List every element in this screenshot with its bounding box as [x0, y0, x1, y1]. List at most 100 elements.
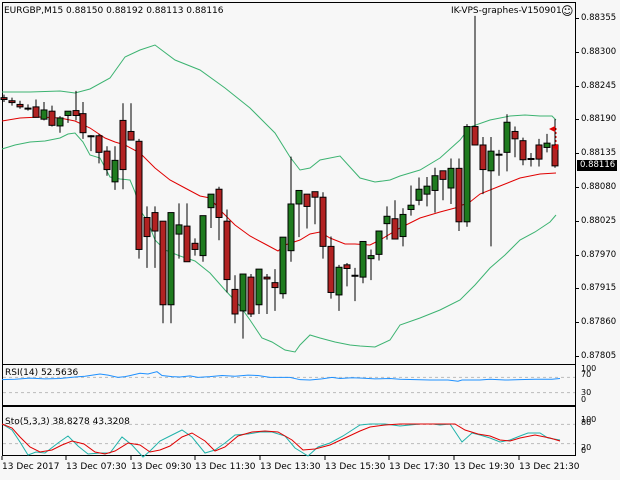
candle-body	[95, 135, 103, 153]
candle-body	[175, 224, 183, 235]
rsi-level-label: 0	[581, 395, 587, 404]
candle-body	[415, 188, 423, 201]
candle-body	[231, 288, 239, 315]
candle-body	[0, 97, 8, 101]
candle-body	[519, 140, 527, 161]
sto-signal-line	[1, 423, 561, 455]
sto-level-label: 20	[581, 443, 592, 452]
candle-body	[423, 185, 431, 195]
time-tick: 13 Dec 09:30	[131, 462, 192, 472]
candle-body	[255, 268, 263, 306]
trade-arrow-icon	[549, 126, 555, 132]
sto-level-label: 80	[581, 418, 592, 427]
sto-label: Sto(5,3,3) 38.8278 43.3208	[5, 417, 130, 427]
sto-level-label: 0	[581, 446, 587, 455]
rsi-level-label: 70	[581, 370, 592, 379]
candle-body	[64, 110, 72, 116]
candle-body	[463, 126, 471, 223]
current-price-tag: 0.88116	[577, 159, 618, 171]
price-tick: 0.88245	[575, 81, 616, 91]
price-tick: 0.87805	[575, 351, 616, 361]
candle-body	[431, 175, 439, 191]
candle-body	[167, 212, 175, 306]
candle-body	[127, 130, 135, 141]
candle-body	[359, 240, 367, 278]
time-tick: 13 Dec 17:30	[389, 462, 450, 472]
rsi-level-label: 100	[581, 364, 597, 373]
price-tick: 0.88025	[575, 216, 616, 226]
candle-body	[343, 264, 351, 270]
price-tick: 0.87915	[575, 283, 616, 293]
candle-body	[247, 276, 255, 315]
candle-body	[103, 150, 111, 171]
sto-main-line	[1, 423, 561, 458]
candle-body	[503, 121, 511, 153]
candle-body	[271, 282, 279, 289]
time-axis: 13 Dec 2017 13 Dec 07:30 13 Dec 09:30 13 De…	[0, 460, 620, 480]
candle-body	[439, 170, 447, 180]
candle-body	[391, 218, 399, 240]
candle-body	[495, 153, 503, 156]
candle-body	[447, 167, 455, 189]
time-tick: 13 Dec 11:30	[195, 462, 256, 472]
stochastic-pane[interactable]	[2, 406, 576, 456]
candle-body	[535, 144, 543, 160]
candle-body	[239, 273, 247, 312]
price-tick: 0.88135	[575, 148, 616, 158]
candle-body	[295, 189, 303, 205]
rsi-line	[1, 371, 561, 382]
price-tick: 0.88080	[575, 182, 616, 192]
candle-body	[135, 140, 143, 250]
candle-body	[191, 242, 199, 250]
candle-body	[16, 103, 24, 108]
candle-body	[143, 216, 151, 238]
candle-body	[79, 113, 87, 134]
candle-body	[287, 203, 295, 252]
time-tick: 13 Dec 15:30	[325, 462, 386, 472]
candle-body	[527, 158, 535, 161]
candle-body	[487, 150, 495, 172]
rsi-label: RSI(14) 52.5636	[5, 368, 79, 378]
candle-body	[455, 167, 463, 223]
candle-body	[335, 266, 343, 296]
symbol-info: EURGBP,M15 0.88150 0.88192 0.88113 0.881…	[4, 6, 224, 16]
candle-body	[511, 130, 519, 140]
candle-body	[199, 215, 207, 257]
candle-body	[303, 193, 311, 207]
candle-body	[119, 119, 127, 171]
bollinger-line	[2, 44, 557, 183]
indicator-name: IK-VPS-graphes-V150901	[451, 6, 562, 16]
candle-body	[48, 110, 56, 126]
candle-body	[383, 215, 391, 225]
candle-body	[159, 220, 167, 306]
candle-body	[56, 117, 64, 127]
rsi-level-label: 30	[581, 388, 592, 397]
candle-body	[72, 110, 80, 116]
candle-body	[479, 144, 487, 171]
candle-body	[223, 220, 231, 281]
candle-body	[471, 126, 479, 146]
rsi-pane[interactable]	[2, 364, 576, 406]
candle-body	[375, 230, 383, 255]
bollinger-line	[1, 132, 557, 353]
candle-body	[279, 236, 287, 295]
candle-body	[183, 225, 191, 263]
candle-body	[24, 107, 32, 110]
candle-body	[351, 274, 359, 277]
time-tick: 13 Dec 2017	[2, 462, 60, 472]
candle-body	[32, 106, 40, 118]
candle-body	[263, 276, 271, 280]
candle-body	[327, 245, 335, 293]
candle-body	[367, 255, 375, 260]
candle-body	[215, 188, 223, 218]
time-tick: 13 Dec 13:30	[260, 462, 321, 472]
time-tick: 13 Dec 21:30	[519, 462, 580, 472]
candle-body	[111, 159, 119, 183]
candle-body	[87, 135, 95, 138]
time-tick: 13 Dec 07:30	[66, 462, 127, 472]
price-chart-pane[interactable]	[2, 2, 576, 366]
candle-body	[40, 109, 48, 120]
candle-body	[543, 142, 551, 148]
candle-body	[407, 204, 415, 211]
